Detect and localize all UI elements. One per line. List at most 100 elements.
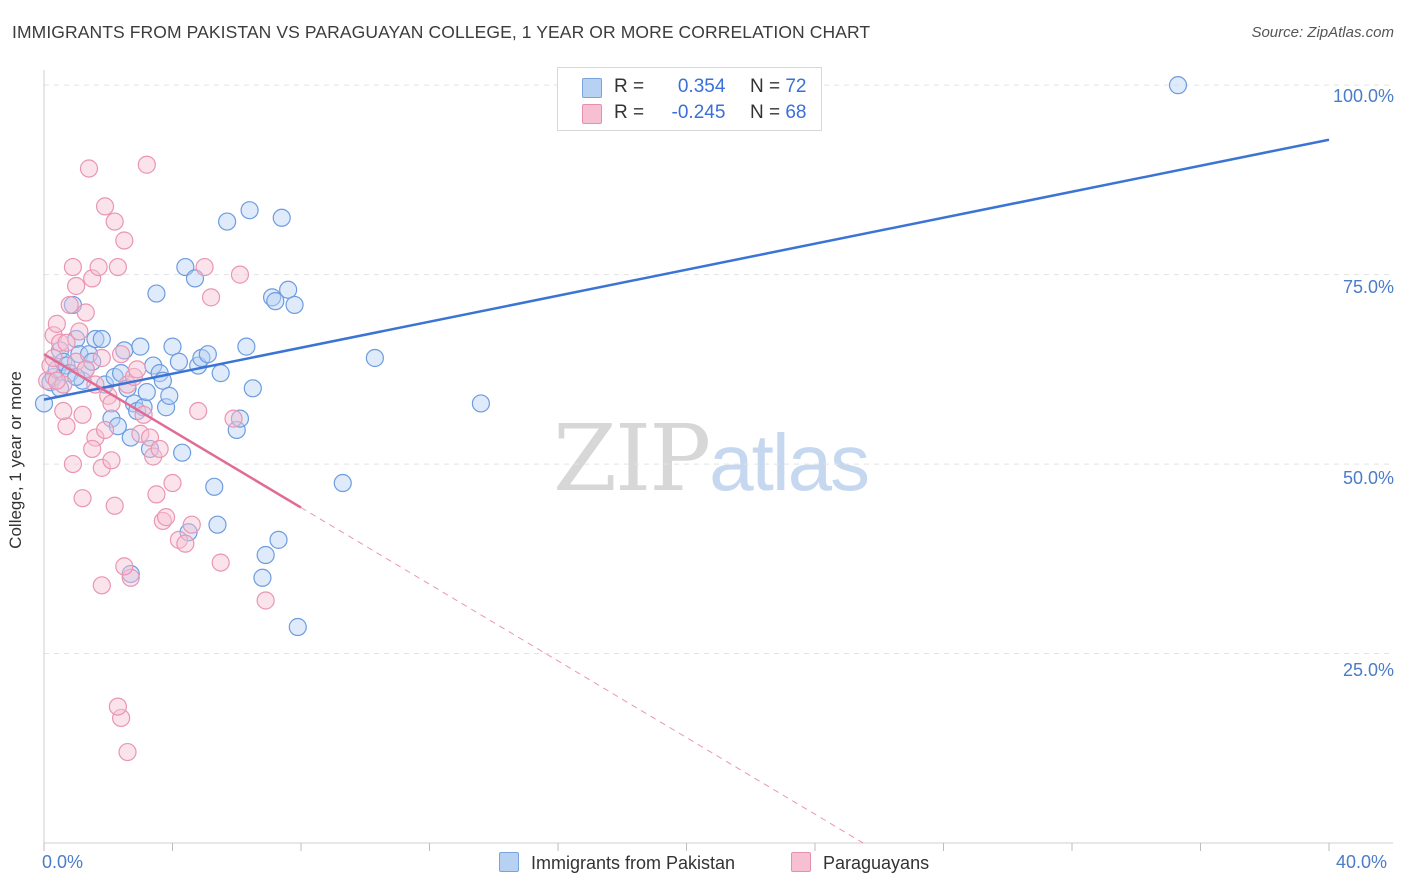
paraguayan-point-42	[189, 401, 208, 421]
pakistan-point-14	[83, 352, 102, 371]
legend-swatch-blue	[582, 78, 602, 98]
paraguayan-point-37	[156, 508, 176, 527]
pakistan-point-32	[147, 284, 166, 303]
paraguayan-point-45	[211, 553, 230, 572]
paraguayan-point-60	[115, 557, 134, 576]
paraguayan-point-59	[92, 576, 111, 595]
paraguayan-point-13	[79, 159, 99, 178]
paraguayan-point-48	[256, 591, 275, 610]
bottom-legend-swatch-pink	[791, 852, 811, 872]
legend-blue-n-label: N =	[749, 76, 781, 97]
paraguayan-point-16	[89, 257, 108, 277]
pakistan-point-62	[285, 295, 304, 315]
pakistan-point-27	[131, 337, 150, 356]
paraguayan-point-6	[57, 417, 76, 436]
pakistan-point-60	[272, 208, 291, 227]
paraguayan-point-57	[118, 742, 137, 762]
pakistan-point-51	[230, 409, 250, 428]
pakistan-point-59	[269, 530, 288, 549]
paraguayan-point-4	[50, 333, 70, 352]
pakistan-point-63	[288, 617, 307, 637]
legend-pink-n-label: N =	[749, 102, 781, 123]
pakistan-point-66	[471, 394, 490, 413]
watermark-zip: ZIP	[553, 405, 711, 512]
correlation-legend: R = 0.354 N = 72 R = -0.245 N = 68	[557, 67, 822, 131]
pakistan-point-46	[205, 477, 224, 496]
pakistan-point-52	[237, 337, 256, 356]
legend-pink-r-label: R =	[614, 102, 645, 123]
pakistan-point-38	[169, 352, 189, 371]
paraguayan-point-8	[63, 257, 83, 277]
paraguayan-point-67	[105, 496, 124, 515]
paraguayan-point-33	[144, 447, 163, 466]
legend-pink-r-value: -0.245	[671, 102, 726, 123]
watermark-atlas: atlas	[709, 418, 870, 507]
paraguayan-point-10	[70, 322, 89, 341]
paraguayan-point-63	[67, 352, 86, 371]
paraguayan-point-31	[137, 155, 156, 174]
paraguayan-point-24	[115, 231, 134, 250]
paraguayan-point-58	[108, 697, 127, 716]
pakistan-point-15	[86, 329, 105, 349]
paraguayan-point-34	[147, 485, 166, 504]
pakistan-point-24	[121, 428, 140, 447]
paraguayan-point-38	[163, 473, 182, 493]
y-tick-label-75: 75.0%	[1342, 277, 1394, 297]
paraguayan-point-9	[67, 276, 86, 296]
pakistan-point-4	[50, 341, 70, 360]
pakistan-point-50	[227, 420, 246, 440]
pakistan-point-45	[198, 345, 217, 364]
pakistan-point-16	[92, 329, 111, 349]
x-tick-label-min: 0.0%	[42, 852, 84, 872]
paraguayan-point-12	[76, 303, 95, 322]
y-tick-label-25: 25.0%	[1342, 660, 1394, 680]
paraguayan-point-7	[60, 295, 79, 315]
paraguayan-point-47	[230, 265, 250, 284]
pakistan-point-55	[253, 568, 272, 587]
paraguayan-point-40	[176, 534, 195, 553]
pakistan-point-39	[173, 443, 192, 462]
paraguayan-point-29	[131, 424, 150, 443]
bottom-legend-pink: Paraguayans	[791, 852, 929, 874]
pakistan-point-37	[163, 337, 182, 356]
paraguayan-point-17	[92, 348, 111, 368]
bottom-legend-pink-label: Paraguayans	[823, 853, 930, 873]
paraguayan-trend-line	[43, 353, 302, 509]
paraguayan-point-50	[54, 401, 73, 421]
paraguayan-point-28	[128, 360, 147, 379]
paraguayan-point-35	[150, 439, 169, 459]
paraguayan-point-11	[73, 405, 92, 424]
pakistan-point-58	[266, 292, 285, 311]
paraguayan-point-21	[105, 212, 124, 231]
y-tick-label-50: 50.0%	[1342, 468, 1394, 488]
paraguayan-point-61	[47, 371, 66, 390]
bottom-legend-blue-label: Immigrants from Pakistan	[531, 853, 736, 873]
pakistan-point-56	[256, 545, 275, 565]
x-tick-label-max: 40.0%	[1336, 852, 1388, 872]
paraguayan-point-41	[182, 515, 201, 534]
chart-title: IMMIGRANTS FROM PAKISTAN VS PARAGUAYAN C…	[12, 22, 871, 42]
y-tick-label-100: 100.0%	[1332, 86, 1394, 106]
y-axis-label: College, 1 year or more	[6, 371, 25, 549]
legend-pink-n-value: 68	[785, 102, 807, 123]
paraguayan-point-18	[95, 197, 115, 216]
source-label: Source: ZipAtlas.com	[1251, 24, 1394, 41]
pakistan-trend-line	[43, 138, 1330, 401]
paraguayan-point-53	[83, 439, 102, 459]
pakistan-point-29	[137, 382, 156, 402]
paraguayan-point-15	[86, 428, 105, 447]
pakistan-point-65	[365, 348, 384, 368]
watermark: ZIPatlas	[553, 405, 870, 512]
paraguayan-point-51	[63, 454, 83, 474]
pakistan-point-48	[218, 212, 237, 231]
bottom-legend-swatch-blue	[499, 852, 519, 872]
pakistan-point-49	[208, 515, 227, 534]
legend-blue-r-label: R =	[614, 76, 645, 97]
pakistan-point-64	[333, 473, 352, 493]
bottom-legend-blue: Immigrants from Pakistan	[499, 852, 735, 874]
pakistan-point-18	[102, 409, 121, 428]
legend-swatch-pink	[582, 104, 602, 124]
pakistan-point-68	[1168, 76, 1188, 95]
paraguayan-point-56	[111, 708, 131, 728]
pakistan-point-47	[211, 364, 230, 383]
